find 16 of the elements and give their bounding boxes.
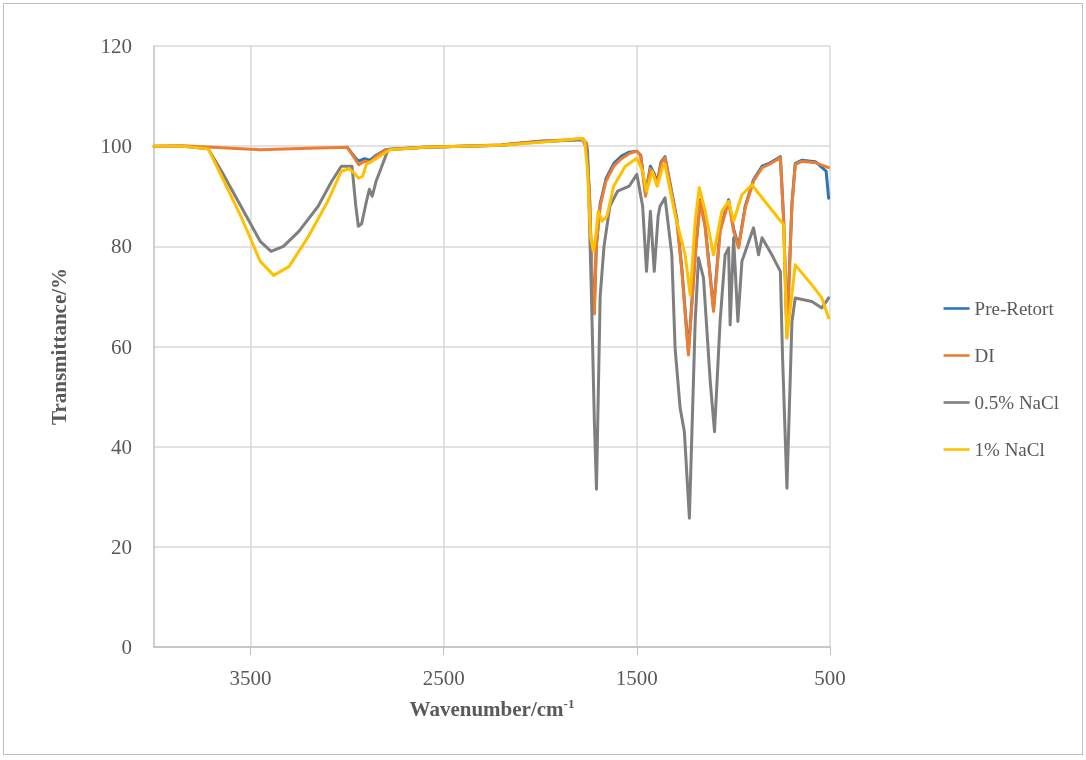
y-tick-label: 40 — [111, 434, 132, 459]
x-tick-label: 500 — [814, 665, 846, 690]
x-tick-label: 2500 — [422, 665, 465, 690]
legend-label: Pre-Retort — [974, 298, 1055, 319]
y-tick-label: 120 — [100, 34, 132, 58]
legend-label: DI — [974, 345, 995, 366]
legend-label: 1% NaCl — [974, 439, 1045, 460]
x-tick-label: 1500 — [615, 665, 658, 690]
y-tick-label: 0 — [121, 635, 132, 659]
x-tick-label: 3500 — [229, 665, 272, 690]
y-tick-label: 80 — [111, 234, 132, 259]
y-axis-title: Transmittance/% — [46, 267, 71, 426]
y-tick-label: 100 — [100, 134, 132, 159]
y-tick-label: 20 — [111, 534, 132, 559]
y-tick-label: 60 — [111, 334, 132, 359]
legend-label: 0.5% NaCl — [974, 392, 1059, 413]
